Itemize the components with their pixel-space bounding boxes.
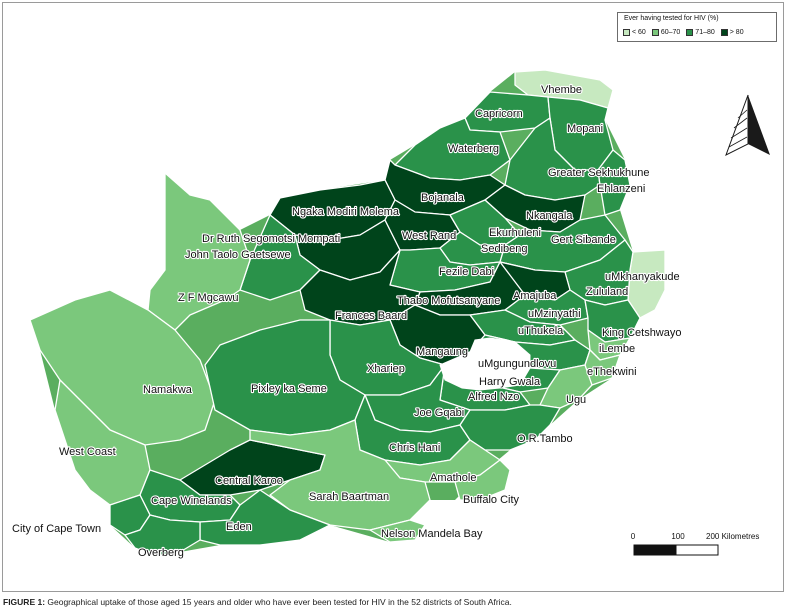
district-label-bojanala: Bojanala [421,192,465,204]
legend-swatch [651,29,659,36]
district-label-zululand: Zululand [586,286,628,298]
district-o-r-tambo [459,404,561,451]
scale-label-0: 0 [631,532,636,541]
district-label-cape-winelands: Cape Winelands [151,495,232,507]
legend-swatch [686,29,694,36]
lesotho-enclave [439,337,531,391]
legend-items: < 60 60–70 71–80 > 80 [623,29,744,36]
district-overberg [124,514,201,557]
legend-label: < 60 [632,29,646,36]
legend-label: 71–80 [695,29,715,36]
district-label-ngaka-modiri-molema: Ngaka Modiri Molema [292,206,400,218]
district-label-overberg: Overberg [138,547,184,559]
district-labels: Vhembe Capricorn Mopani Waterberg Greater Se… [11,83,683,560]
district-label-eden: Eden [226,521,252,533]
district-label-dr-ruth-segomotsi-mompati: Dr Ruth Segomotsi Mompati [202,233,340,245]
district-z-f-mgcawu [147,172,251,331]
district-label-umzinyathi: uMzinyathi [528,308,581,320]
legend-item: < 60 [623,29,646,36]
district-label-xhariep: Xhariep [367,363,405,375]
district-label-mopani: Mopani [567,123,603,135]
district-label-ugu: Ugu [566,394,586,406]
district-label-alfred-nzo: Alfred Nzo [468,391,519,403]
district-label-mangaung: Mangaung [416,346,468,358]
district-label-ethekwini: eThekwini [587,366,637,378]
district-label-pixley-ka-seme: Pixley ka Seme [251,383,327,395]
legend-swatch [720,29,728,36]
district-label-umgungundlovu: uMgungundlovu [478,358,556,370]
legend: Ever having tested for HIV (%) < 60 60–70… [617,12,777,42]
legend-item: 71–80 [686,29,715,36]
caption-text: Geographical uptake of those aged 15 yea… [45,597,512,607]
legend-label: 60–70 [660,29,681,36]
district-label-sarah-baartman: Sarah Baartman [309,491,389,503]
legend-swatch [623,29,630,36]
district-label-west-coast: West Coast [59,446,116,458]
district-label-frances-baard: Frances Baard [335,310,407,322]
scale-bar: 0 100 200 Kilometres [631,532,759,556]
district-label-greater-sekhukhune: Greater Sekhukhune [548,167,650,179]
district-label-ehlanzeni: Ehlanzeni [597,183,645,195]
district-john-taolo-gaetsewe [239,214,321,301]
legend-item: 60–70 [651,29,681,36]
district-ugu [539,364,593,409]
scale-label-200: 200 Kilometres [706,532,759,541]
district-label-ekurhuleni: Ekurhuleni [489,227,541,239]
lesotho-area [439,337,531,391]
district-nelson-mandela-bay [369,519,426,543]
district-label-nkangala: Nkangala [526,210,573,222]
legend-item: > 80 [720,29,744,36]
district-label-west-rand: West Rand [402,230,456,242]
district-label-vhembe: Vhembe [541,84,582,96]
district-label-capricorn: Capricorn [475,108,523,120]
district-label-fezile-dabi: Fezile Dabi [439,266,494,278]
district-label-john-taolo-gaetsewe: John Taolo Gaetsewe [185,249,291,261]
district-label-sedibeng: Sedibeng [481,243,528,255]
district-label-city-of-cape-town: City of Cape Town [12,523,101,535]
caption-prefix: FIGURE 1: [3,597,46,607]
district-label-joe-gqabi: Joe Gqabi [414,407,464,419]
figure-caption: FIGURE 1: Geographical uptake of those a… [3,597,512,607]
district-label-ilembe: iLembe [599,343,635,355]
district-label-namakwa: Namakwa [143,384,193,396]
district-buffalo-city [454,459,511,501]
district-eden [199,489,331,546]
district-label-central-karoo: Central Karoo [215,475,283,487]
district-label-amathole: Amathole [430,472,476,484]
district-label-uthukela: uThukela [518,325,564,337]
district-label-harry-gwala: Harry Gwala [479,376,541,388]
district-label-king-cetshwayo: King Cetshwayo [602,327,682,339]
scale-label-100: 100 [671,532,685,541]
district-label-z-f-mgcawu: Z F Mgcawu [178,292,239,304]
district-label-waterberg: Waterberg [448,143,499,155]
district-label-umkhanyakude: uMkhanyakude [605,271,680,283]
district-ehlanzeni [597,149,631,216]
legend-label: > 80 [729,29,744,36]
district-label-thabo-mofutsanyane: Thabo Mofutsanyane [397,295,500,307]
district-label-gert-sibande: Gert Sibande [551,234,616,246]
district-label-chris-hani: Chris Hani [389,442,440,454]
district-polygons [29,69,666,557]
district-label-amajuba: Amajuba [513,290,557,302]
north-arrow-icon [725,94,770,157]
legend-title: Ever having tested for HIV (%) [624,15,719,22]
district-label-o-r-tambo: O.R.Tambo [517,433,573,445]
district-label-buffalo-city: Buffalo City [463,494,520,506]
district-label-nelson-mandela-bay: Nelson Mandela Bay [381,528,483,540]
